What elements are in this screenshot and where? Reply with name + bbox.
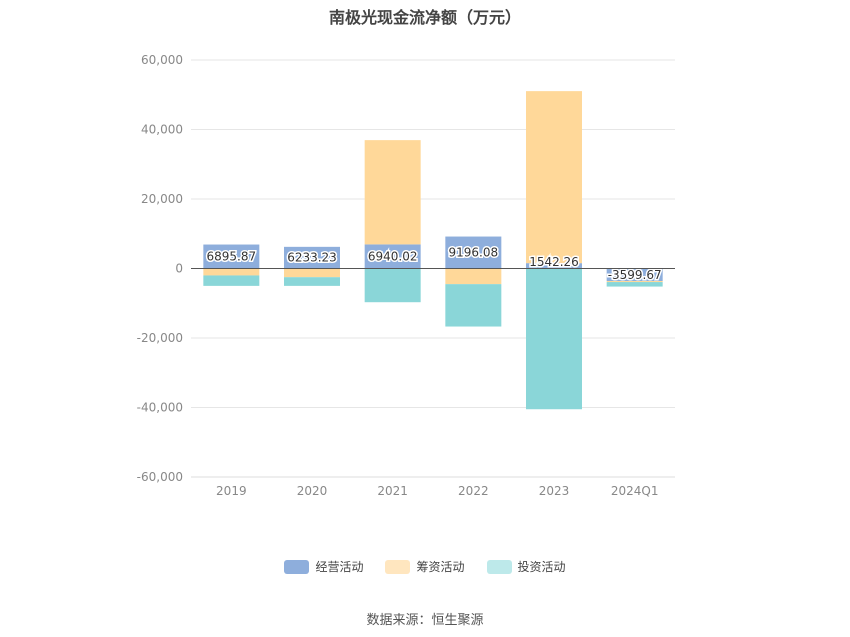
label-layer: 6895.87 6233.23 6940.02 9196.08 1542.26 -3599… (205, 244, 663, 283)
x-tick-label: 2021 (377, 484, 408, 498)
bar-financing-2023[interactable] (526, 91, 582, 264)
legend-item-financing[interactable]: 筹资活动 (385, 558, 465, 575)
y-tick-label: -20,000 (137, 331, 183, 345)
x-tick-label: 2024Q1 (611, 484, 659, 498)
bar-operating-2020[interactable] (284, 246, 340, 269)
bar-investing-2021[interactable] (364, 268, 421, 303)
y-tick-label: 20,000 (141, 192, 183, 206)
x-tick-label: 2023 (539, 484, 570, 498)
legend-label-financing: 筹资活动 (416, 560, 465, 574)
data-label-2022: 9196.08 (449, 246, 499, 260)
data-label-2020: 6233.23 (287, 251, 337, 265)
bar-financing-2024Q1[interactable] (606, 281, 663, 283)
legend-swatch-financing (385, 559, 411, 574)
bar-operating-2022[interactable] (445, 236, 502, 269)
data-label-2021: 6940.02 (368, 249, 418, 263)
bar-financing-2021[interactable] (364, 140, 421, 245)
y-tick-label: -40,000 (137, 401, 183, 415)
legend-label-operating: 经营活动 (315, 560, 364, 574)
data-label-2019: 6895.87 (207, 250, 257, 264)
y-tick-label: 0 (175, 262, 183, 276)
bar-financing-2019[interactable] (203, 268, 260, 276)
bar-operating-2024Q1[interactable] (606, 268, 663, 282)
bar-investing-2023[interactable] (526, 268, 582, 410)
data-label-2023: 1542.26 (529, 255, 579, 269)
legend-swatch-operating (284, 559, 310, 574)
axis-layer: 60,000 40,000 20,000 0 -20,000 -40,000 -60,000… (137, 53, 675, 498)
bar-layer (203, 91, 663, 410)
bar-financing-2020[interactable] (284, 268, 340, 278)
legend-item-investing[interactable]: 投资活动 (486, 558, 566, 575)
data-label-2024Q1: -3599.67 (608, 268, 662, 282)
bar-operating-2019[interactable] (203, 244, 260, 269)
legend: 经营活动 筹资活动 投资活动 (0, 558, 850, 575)
source-note: 数据来源：恒生聚源 (366, 613, 484, 628)
y-tick-label: -60,000 (137, 470, 183, 484)
y-tick-label: 60,000 (141, 53, 183, 67)
x-tick-label: 2019 (216, 484, 247, 498)
bar-investing-2022[interactable] (445, 284, 502, 327)
legend-label-investing: 投资活动 (517, 560, 566, 574)
legend-swatch-investing (486, 559, 512, 574)
y-tick-label: 40,000 (141, 123, 183, 137)
bar-investing-2019[interactable] (203, 275, 260, 286)
grid-layer (191, 59, 675, 478)
bar-financing-2022[interactable] (445, 268, 502, 285)
bar-operating-2023[interactable] (526, 263, 582, 269)
x-tick-label: 2020 (297, 484, 328, 498)
chart-title: 南极光现金流净额（万元） (328, 8, 521, 27)
legend-item-operating[interactable]: 经营活动 (284, 558, 363, 575)
bar-investing-2024Q1[interactable] (606, 282, 663, 287)
bar-investing-2020[interactable] (284, 277, 340, 286)
bar-operating-2021[interactable] (364, 244, 421, 269)
x-tick-label: 2022 (458, 484, 489, 498)
